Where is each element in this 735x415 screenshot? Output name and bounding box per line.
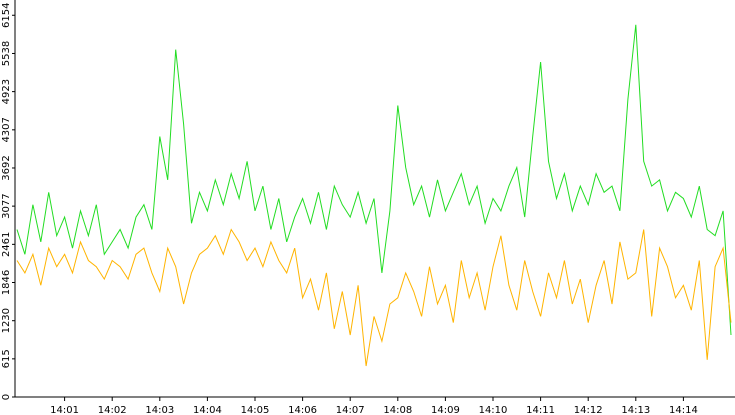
x-tick-label: 14:04 — [193, 405, 222, 415]
x-tick-label: 14:01 — [50, 405, 79, 415]
x-tick-label: 14:02 — [98, 405, 127, 415]
y-tick-label: 6154 — [1, 3, 12, 28]
x-tick-label: 14:10 — [479, 405, 508, 415]
x-tick-label: 14:03 — [145, 405, 174, 415]
x-tick-label: 14:12 — [574, 405, 603, 415]
y-tick-label: 1230 — [1, 308, 12, 333]
y-tick-label: 3692 — [1, 155, 12, 180]
x-tick-label: 14:05 — [241, 405, 270, 415]
x-tick-label: 14:14 — [669, 405, 698, 415]
y-tick-label: 4923 — [1, 79, 12, 104]
x-tick-label: 14:06 — [288, 405, 317, 415]
series-line — [16, 228, 732, 367]
y-tick-label: 1846 — [1, 270, 12, 295]
x-tick-label: 14:13 — [621, 405, 650, 415]
series-line — [16, 24, 732, 336]
y-tick-label: 2461 — [1, 232, 12, 257]
x-tick-label: 14:07 — [336, 405, 365, 415]
x-tick-label: 14:08 — [383, 405, 412, 415]
y-tick-label: 0 — [1, 394, 12, 400]
y-tick-label: 3077 — [1, 193, 12, 218]
y-tick-label: 4307 — [1, 117, 12, 142]
y-tick-label: 615 — [1, 349, 12, 368]
y-tick-label: 5538 — [1, 41, 12, 66]
x-tick-label: 14:09 — [431, 405, 460, 415]
x-tick-label: 14:11 — [526, 405, 555, 415]
